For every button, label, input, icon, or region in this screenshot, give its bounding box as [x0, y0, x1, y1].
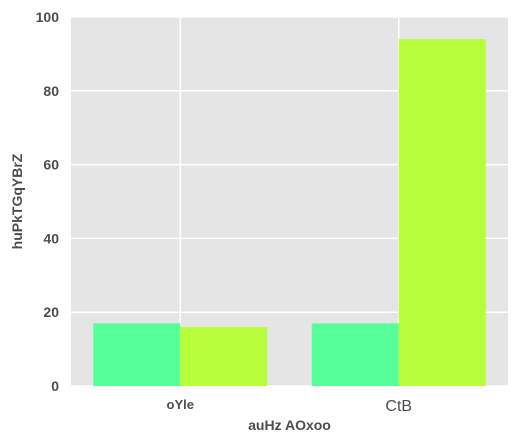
- y-tick-label: 20: [43, 304, 59, 320]
- y-tick-label: 40: [43, 230, 59, 246]
- bar-CtB-series-1: [311, 323, 399, 386]
- x-axis-ticks: oYle CtB: [167, 397, 413, 415]
- x-tick-label: oYle: [167, 397, 194, 412]
- y-axis-ticks: 0 20 40 60 80 100: [36, 9, 60, 394]
- bar-CtB-series-2: [398, 39, 486, 386]
- x-tick-label: CtB: [385, 398, 412, 415]
- bar-oYle-series-2: [180, 326, 268, 386]
- y-tick-label: 100: [36, 9, 60, 25]
- y-axis-label: huPkTGqYBrZ: [9, 153, 25, 249]
- y-tick-label: 80: [43, 83, 59, 99]
- y-tick-label: 60: [43, 157, 59, 173]
- bars: [93, 39, 486, 386]
- bar-oYle-series-1: [93, 323, 181, 386]
- y-tick-label: 0: [51, 378, 59, 394]
- x-axis-label: auHz AOxoo: [248, 417, 331, 433]
